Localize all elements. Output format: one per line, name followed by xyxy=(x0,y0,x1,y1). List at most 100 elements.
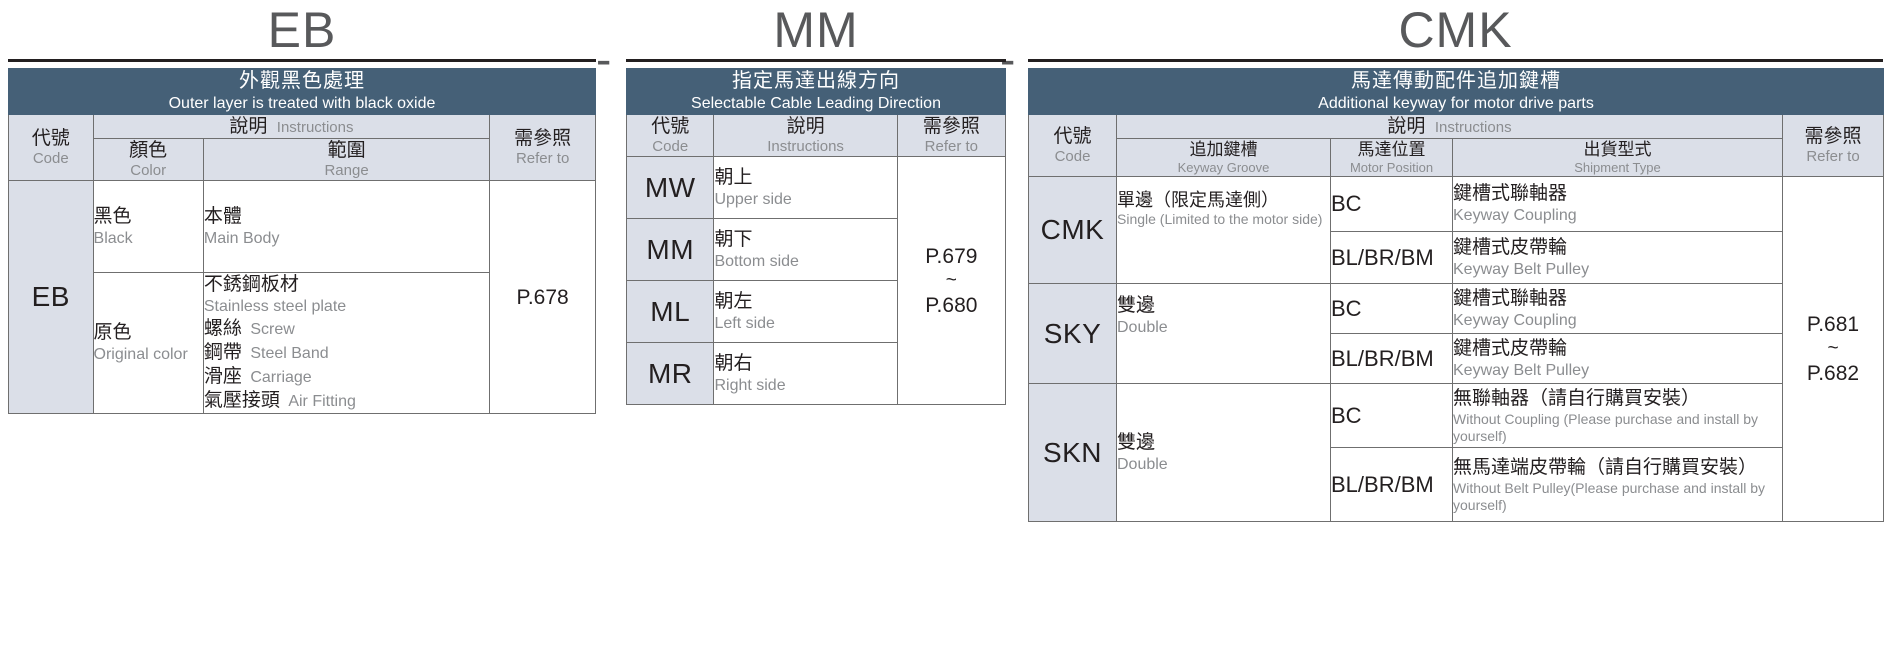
header-refer-en: Refer to xyxy=(1806,148,1860,165)
header-range: 範圍 Range xyxy=(202,138,491,181)
keyway-cell-skn: 雙邊 Double xyxy=(1116,383,1331,522)
title-divider-mm xyxy=(626,59,1006,62)
header-row: 代號 Code 說明 Instructions 需參照 Refer to xyxy=(625,114,1007,157)
code-value-mw: MW xyxy=(625,156,715,219)
shipment-zh: 無聯軸器（請自行購買安裝） xyxy=(1453,387,1701,409)
table-row: BL/BR/BM 無馬達端皮帶輪（請自行購買安裝） Without Belt P… xyxy=(1029,447,1884,522)
header-shipment-type: 出貨型式 Shipment Type xyxy=(1452,138,1783,177)
instruction-en: Left side xyxy=(714,314,775,332)
header-refer-zh: 需參照 xyxy=(1804,126,1862,147)
header-code-en: Code xyxy=(652,138,689,155)
keyway-cell-cmk: 單邊（限定馬達側） Single (Limited to the motor s… xyxy=(1116,176,1331,284)
header-code-en: Code xyxy=(1054,148,1091,165)
instruction-en: Right side xyxy=(714,376,786,394)
shipment-zh: 鍵槽式皮帶輪 xyxy=(1453,236,1568,258)
shipment-cell-cmk-bc: 鍵槽式聯軸器 Keyway Coupling xyxy=(1452,176,1783,232)
header-refer-to: 需參照 Refer to xyxy=(489,114,596,181)
header-row-top: 代號 Code 說明 Instructions 需參照 Refer to xyxy=(1028,114,1885,177)
title-divider-cmk xyxy=(1028,59,1883,62)
header-row-top: 代號 Code 說明 Instructions 需參照 Refer to xyxy=(8,114,596,181)
header-keyway-groove: 追加鍵槽 Keyway Groove xyxy=(1116,138,1331,177)
spec-table-cmk: 馬達傳動配件追加鍵槽 Additional keyway for motor d… xyxy=(1027,68,1885,522)
group-code-title-mm: MM xyxy=(773,2,859,58)
header-instructions-zh: 說明 xyxy=(229,116,268,137)
shipment-en: Keyway Belt Pulley xyxy=(1453,361,1590,379)
shipment-cell-sky-blbrbm: 鍵槽式皮帶輪 Keyway Belt Pulley xyxy=(1452,333,1783,384)
table-row: 原色 Original color 不銹鋼板材 Stainless steel … xyxy=(9,272,596,414)
shipment-cell-skn-bc: 無聯軸器（請自行購買安裝） Without Coupling (Please p… xyxy=(1452,383,1783,448)
header-instructions: 說明 Instructions xyxy=(92,114,491,139)
color-cell-black: 黑色 Black xyxy=(92,180,204,273)
range-item-zh: 鋼帶 xyxy=(203,342,242,363)
shipment-en: Without Coupling (Please purchase and in… xyxy=(1453,410,1759,444)
refer-start: P.681 xyxy=(1806,313,1860,336)
color-en: Original color xyxy=(93,346,188,363)
group-code-title-eb: EB xyxy=(267,2,337,58)
banner-zh: 外觀黑色處理 xyxy=(239,70,365,92)
color-cell-original: 原色 Original color xyxy=(92,272,204,414)
refer-to-value-mm: P.679 ~ P.680 xyxy=(896,156,1007,405)
header-shipment-zh: 出貨型式 xyxy=(1583,140,1652,159)
range-item-en: Screw xyxy=(250,321,295,338)
banner-cell-eb: 外觀黑色處理 Outer layer is treated with black… xyxy=(8,68,596,115)
instruction-cell-left-side: 朝左 Left side xyxy=(713,280,898,343)
table-row: BL/BR/BM 鍵槽式皮帶輪 Keyway Belt Pulley xyxy=(1029,231,1884,284)
range-item-zh: 不銹鋼板材 xyxy=(203,274,299,295)
color-en: Black xyxy=(93,229,133,247)
instruction-en: Upper side xyxy=(714,190,792,208)
instruction-en: Bottom side xyxy=(714,252,799,270)
header-code: 代號 Code xyxy=(8,114,94,181)
range-item-en: Steel Band xyxy=(250,345,329,362)
instruction-zh: 朝下 xyxy=(714,228,753,250)
code-value-ml: ML xyxy=(625,280,715,343)
table-row: BL/BR/BM 鍵槽式皮帶輪 Keyway Belt Pulley xyxy=(1029,333,1884,384)
range-item-zh: 氣壓接頭 xyxy=(203,390,280,411)
header-keyway-zh: 追加鍵槽 xyxy=(1189,140,1258,159)
header-motor-position: 馬達位置 Motor Position xyxy=(1330,138,1453,177)
instruction-zh: 朝上 xyxy=(714,166,753,188)
header-refer-en: Refer to xyxy=(924,138,979,155)
header-code-zh: 代號 xyxy=(1053,126,1092,147)
header-color: 顏色 Color xyxy=(92,138,204,181)
header-code-zh: 代號 xyxy=(31,128,70,149)
code-value-sky: SKY xyxy=(1028,283,1117,384)
range-item-steel-band: 鋼帶 Steel Band xyxy=(204,341,489,365)
title-divider-eb xyxy=(8,59,596,62)
group-code-title-cmk: CMK xyxy=(1398,2,1513,58)
keyway-zh: 雙邊 xyxy=(1117,431,1156,453)
shipment-cell-skn-blbrbm: 無馬達端皮帶輪（請自行購買安裝） Without Belt Pulley(Ple… xyxy=(1452,447,1783,522)
header-motor-zh: 馬達位置 xyxy=(1357,140,1426,159)
header-code-zh: 代號 xyxy=(651,116,690,137)
shipment-cell-cmk-blbrbm: 鍵槽式皮帶輪 Keyway Belt Pulley xyxy=(1452,231,1783,284)
keyway-en: Double xyxy=(1117,319,1168,336)
header-refer-en: Refer to xyxy=(515,150,570,167)
motor-position-skn-bc: BC xyxy=(1330,383,1453,448)
range-item-zh: 螺絲 xyxy=(203,318,242,339)
table-row: MW 朝上 Upper side P.679 ~ P.680 xyxy=(625,156,1007,405)
spec-group-mm: MM 指定馬達出線方向 Selectable Cable Leading Dir… xyxy=(625,0,1007,405)
shipment-zh: 鍵槽式皮帶輪 xyxy=(1453,337,1568,359)
header-refer-zh: 需參照 xyxy=(922,116,980,137)
table-row: SKY 雙邊 Double BC 鍵槽式聯軸器 Keyway Coupling xyxy=(1028,283,1884,384)
code-value-cmk: CMK xyxy=(1028,176,1117,284)
keyway-en: Double xyxy=(1117,455,1168,473)
range-item-zh: 滑座 xyxy=(203,366,242,387)
table-row: EB 黑色 Black 本體 Main Body P.678 xyxy=(8,180,596,414)
motor-position-cmk-bc: BC xyxy=(1330,176,1453,232)
code-separator-dash-1: - xyxy=(596,33,612,85)
shipment-zh: 鍵槽式聯軸器 xyxy=(1453,287,1568,309)
motor-position-skn-blbrbm: BL/BR/BM xyxy=(1330,447,1453,522)
range-item-en: Air Fitting xyxy=(288,393,356,410)
range-item-carriage: 滑座 Carriage xyxy=(204,365,489,389)
refer-end: P.682 xyxy=(1806,362,1860,385)
spec-group-eb: EB 外觀黑色處理 Outer layer is treated with bl… xyxy=(8,0,596,414)
header-keyway-en: Keyway Groove xyxy=(1177,160,1270,175)
header-instructions-zh: 說明 xyxy=(786,116,825,137)
header-motor-en: Motor Position xyxy=(1349,160,1434,175)
instruction-cell-bottom-side: 朝下 Bottom side xyxy=(713,218,898,281)
range-cell-main-body: 本體 Main Body xyxy=(202,180,491,273)
keyway-cell-sky: 雙邊 Double xyxy=(1116,283,1331,384)
header-range-en: Range xyxy=(324,162,369,179)
range-item-en: Stainless steel plate xyxy=(203,298,347,315)
